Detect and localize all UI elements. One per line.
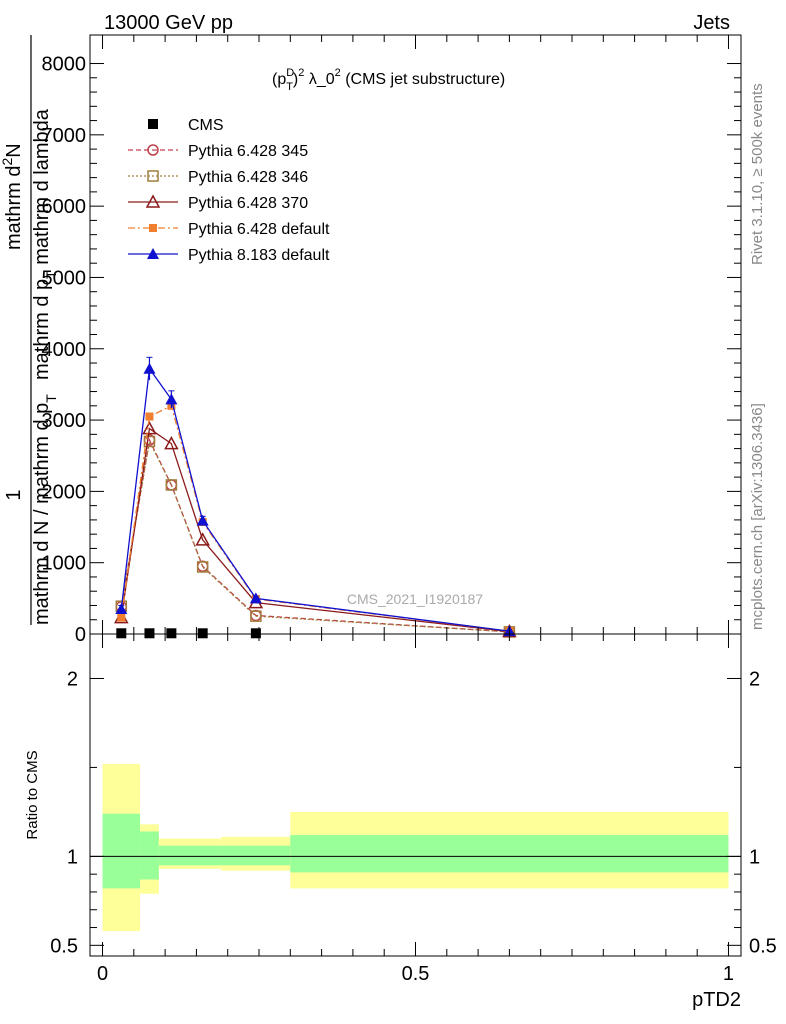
- legend-label: Pythia 6.428 default: [188, 221, 330, 238]
- xtick-label: 0: [97, 963, 108, 985]
- point-cms: [166, 628, 177, 639]
- legend-marker: [147, 170, 159, 182]
- series-cms: [116, 628, 261, 639]
- point-cms: [116, 628, 127, 639]
- main-ytick-label: 8000: [42, 54, 87, 76]
- point-pythia_default_6: [117, 613, 126, 622]
- main-panel: 0 1000 2000 3000 4000 5000 6000 7000 8000: [42, 34, 742, 646]
- main-y-axis-label: 1 mathrm d N / mathrm d pT mathrm d2N ma…: [0, 35, 59, 625]
- main-ytick-label: 0: [75, 624, 86, 646]
- point-pythia_8: [165, 393, 178, 405]
- analysis-watermark: CMS_2021_I1920187: [347, 591, 483, 607]
- rivet-version-label: Rivet 3.1.10, ≥ 500k events: [749, 83, 766, 265]
- legend-marker: [147, 248, 159, 259]
- main-ytick-label: 2000: [42, 481, 87, 503]
- ratio-ytick-label: 0.5: [50, 935, 78, 957]
- point-pythia_346: [196, 561, 209, 573]
- ylabel-denominator: mathrm d N / mathrm d pT: [31, 394, 59, 625]
- point-pythia_370: [195, 532, 210, 546]
- ratio-band-inner: [158, 845, 222, 866]
- ratio-panel: 0.5 0.5 1 1 2 2 0 0.5 1: [50, 633, 777, 985]
- main-ytick-label: 1000: [42, 553, 87, 575]
- main-ytick-label: 3000: [42, 410, 87, 432]
- main-ytick-label: 5000: [42, 267, 87, 289]
- legend-marker: [148, 119, 158, 129]
- point-pythia_8: [196, 514, 209, 526]
- legend-marker: [145, 194, 161, 208]
- ylabel-right-top: mathrm d2N: [0, 143, 25, 250]
- ratio-ytick-label: 1: [67, 846, 78, 868]
- point-cms: [250, 628, 261, 639]
- point-pythia_370: [164, 436, 179, 450]
- point-pythia_370: [142, 421, 157, 435]
- legend-label: Pythia 6.428 346: [188, 169, 308, 186]
- energy-label: 13000 GeV pp: [104, 12, 233, 34]
- xtick-label: 0.5: [402, 963, 430, 985]
- series-line-pythia_8: [120, 366, 510, 632]
- point-pythia_default_6: [145, 412, 154, 421]
- ratio-y-axis-label: Ratio to CMS: [24, 750, 41, 839]
- category-label: Jets: [693, 12, 730, 34]
- ratio-band-inner: [290, 835, 729, 873]
- main-ytick-label: 7000: [42, 125, 87, 147]
- chart-title: (pD T)2 λ_02 (CMS jet substructure): [272, 67, 505, 93]
- point-pythia_346: [250, 610, 262, 622]
- point-cms: [144, 628, 155, 639]
- ylabel-numerator: 1: [3, 489, 25, 500]
- main-ytick-label: 4000: [42, 339, 87, 361]
- ratio-frame: [89, 633, 742, 957]
- ylabel-right-bottom: mathrm d pT mathrm d lambda: [31, 108, 59, 380]
- xtick-label: 1: [723, 963, 734, 985]
- series-pythia_8: [115, 356, 516, 637]
- legend-label: Pythia 6.428 370: [188, 195, 308, 212]
- legend-item-pythia_370: Pythia 6.428 370: [128, 194, 308, 212]
- ratio-band-inner: [102, 813, 141, 889]
- legend-item-pythia_345: Pythia 6.428 345: [128, 143, 308, 160]
- legend-item-pythia_default_6: Pythia 6.428 default: [128, 221, 330, 238]
- point-pythia_346: [143, 435, 156, 448]
- ratio-ytick-label-right: 0.5: [749, 935, 777, 957]
- point-pythia_8: [249, 592, 262, 604]
- series-line-pythia_370: [120, 427, 510, 633]
- legend-item-cms: CMS: [148, 117, 224, 134]
- source-label: mcplots.cern.ch [arXiv:1306.3436]: [749, 403, 766, 630]
- legend-label: Pythia 6.428 345: [188, 143, 308, 160]
- legend-marker: [149, 224, 157, 232]
- legend-label: CMS: [188, 117, 224, 134]
- main-ytick-label: 6000: [42, 196, 87, 218]
- point-pythia_346: [165, 479, 178, 491]
- point-pythia_8: [115, 603, 128, 615]
- legend: CMS Pythia 6.428 345 Pythia 6.428 346 Pythi…: [128, 117, 330, 264]
- ratio-band-inner: [221, 845, 291, 866]
- point-cms: [197, 628, 208, 639]
- point-pythia_8: [143, 362, 156, 374]
- x-axis-label: pTD2: [692, 989, 741, 1011]
- ratio-band-inner: [140, 831, 159, 880]
- legend-item-pythia_346: Pythia 6.428 346: [128, 169, 308, 186]
- legend-item-pythia_8: Pythia 8.183 default: [128, 247, 330, 264]
- ratio-ytick-label: 2: [67, 668, 78, 690]
- ratio-ytick-label-right: 2: [749, 668, 760, 690]
- legend-label: Pythia 8.183 default: [188, 247, 330, 264]
- ratio-ytick-label-right: 1: [749, 846, 760, 868]
- series-pythia_346: [115, 435, 516, 638]
- legend-marker: [147, 144, 159, 156]
